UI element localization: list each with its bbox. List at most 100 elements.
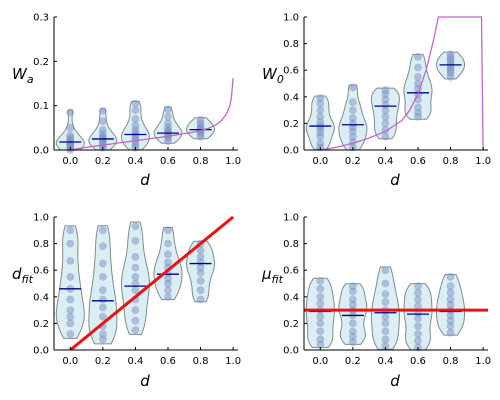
data-point — [316, 106, 325, 114]
data-point — [98, 126, 107, 134]
y-tick-label: 0.2 — [33, 57, 49, 68]
data-point — [348, 282, 357, 291]
x-tick-label: 0.0 — [62, 356, 78, 367]
panel-mufit: μfit d — [261, 265, 400, 390]
x-tick-label: 1.0 — [475, 156, 491, 167]
panel-wa: Wa d — [12, 65, 150, 189]
data-point — [131, 252, 140, 261]
y-tick-label: 0.8 — [283, 39, 299, 50]
x-tick-label: 0.8 — [193, 156, 209, 167]
plot-w0: 0.0 0.2 0.4 0.6 0.8 1.0 0.0 0.2 0.4 0.6 0.8 1.0 — [283, 13, 491, 168]
data-point — [316, 284, 325, 293]
data-point — [131, 237, 140, 245]
y-tick-label: 0.4 — [283, 292, 299, 303]
x-tick-label: 0.6 — [410, 156, 426, 167]
data-point — [381, 312, 390, 321]
y-tick-label: 0.2 — [283, 119, 299, 130]
data-point — [446, 288, 455, 297]
x-tick-label: 0.2 — [95, 156, 111, 167]
x-tick-label: 0.4 — [127, 356, 143, 367]
data-point — [66, 108, 75, 117]
x-tick-label: 0.6 — [410, 356, 426, 367]
data-point — [316, 319, 325, 328]
data-point — [98, 242, 107, 251]
data-point — [66, 131, 75, 140]
data-point — [98, 295, 107, 304]
data-point — [381, 327, 390, 336]
x-tick-label: 1.0 — [475, 356, 491, 367]
data-point — [164, 292, 172, 301]
xlabel-wa: d — [140, 171, 150, 189]
data-point — [131, 263, 140, 272]
xlabel-w0: d — [390, 171, 400, 189]
y-tick-label: 0.6 — [33, 266, 49, 277]
data-point — [196, 246, 205, 255]
ylabel-w0: W0 — [262, 65, 284, 86]
data-point — [98, 107, 107, 115]
data-point — [348, 319, 357, 328]
y-tick-label: 0.0 — [283, 146, 299, 157]
y-tick-label: 0.0 — [283, 346, 299, 357]
data-point — [66, 239, 75, 248]
data-point — [381, 86, 390, 95]
data-point — [66, 295, 75, 304]
data-point — [131, 316, 140, 325]
x-tick-label: 1.0 — [225, 156, 241, 167]
data-point — [66, 256, 75, 265]
data-point — [66, 226, 75, 235]
y-tick-label: 0.4 — [33, 292, 49, 303]
data-point — [196, 286, 205, 295]
y-tick-label: 0.6 — [283, 266, 299, 277]
data-point — [414, 63, 422, 72]
data-point — [164, 258, 172, 267]
data-point — [348, 83, 357, 92]
data-point — [98, 272, 107, 281]
x-tick-label: 0.6 — [160, 156, 176, 167]
data-point — [381, 319, 390, 328]
data-point — [131, 326, 140, 334]
data-point — [348, 114, 357, 122]
data-point — [98, 330, 107, 338]
data-point — [131, 115, 140, 123]
x-tick-label: 0.0 — [312, 356, 328, 367]
data-point — [316, 299, 325, 308]
data-point — [164, 119, 172, 128]
panel-w0: W0 d — [262, 65, 400, 189]
xlabel-dfit: d — [140, 372, 150, 390]
data-point — [446, 295, 455, 304]
data-point — [98, 312, 107, 321]
y-tick-label: 0.8 — [283, 239, 299, 250]
data-point — [164, 112, 172, 121]
data-point — [98, 226, 107, 235]
data-point — [131, 121, 140, 130]
y-tick-label: 0.2 — [33, 319, 49, 330]
data-point — [131, 272, 140, 281]
data-point — [381, 112, 390, 121]
data-point — [381, 266, 390, 275]
plot-dfit: 0.0 0.2 0.4 0.6 0.8 1.0 0.0 0.2 0.4 0.6 0.8 1.0 — [33, 213, 241, 368]
data-point — [316, 112, 325, 121]
data-point — [131, 306, 140, 314]
data-point — [131, 286, 140, 295]
data-point — [348, 106, 357, 114]
x-tick-label: 1.0 — [225, 356, 241, 367]
y-tick-label: 0.4 — [283, 92, 299, 103]
data-point — [131, 222, 140, 231]
data-point — [414, 295, 422, 304]
data-point — [98, 259, 107, 268]
data-point — [348, 327, 357, 336]
x-tick-label: 0.0 — [62, 156, 78, 167]
data-point — [446, 272, 455, 281]
ylabel-dfit: dfit — [12, 265, 34, 286]
data-point — [414, 322, 422, 330]
x-tick-label: 0.6 — [160, 356, 176, 367]
x-tick-label: 0.2 — [345, 156, 361, 167]
data-point — [446, 282, 455, 291]
y-tick-label: 0.6 — [283, 66, 299, 77]
y-tick-label: 0.2 — [283, 319, 299, 330]
x-tick-label: 0.2 — [95, 356, 111, 367]
data-point — [381, 132, 390, 141]
y-tick-label: 0.3 — [33, 13, 49, 24]
x-tick-label: 0.4 — [377, 356, 393, 367]
xlabel-mufit: d — [390, 372, 400, 390]
